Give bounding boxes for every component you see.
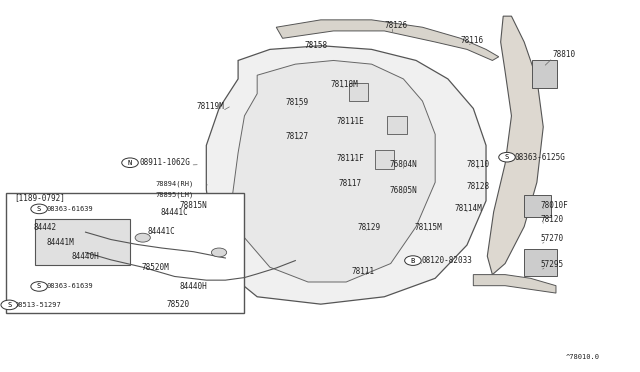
Text: S: S <box>37 283 41 289</box>
Text: 08363-61639: 08363-61639 <box>46 206 93 212</box>
Text: 78810: 78810 <box>553 51 576 60</box>
Circle shape <box>135 233 150 242</box>
Text: [1189-0792]: [1189-0792] <box>14 193 65 202</box>
Text: 78114M: 78114M <box>454 204 482 214</box>
Text: 78010F: 78010F <box>540 201 568 210</box>
Text: 08911-1062G: 08911-1062G <box>140 158 191 167</box>
Polygon shape <box>232 61 435 282</box>
Polygon shape <box>532 61 557 88</box>
Text: 78895(LH): 78895(LH) <box>156 192 194 199</box>
Polygon shape <box>487 16 543 275</box>
Text: S: S <box>37 206 41 212</box>
Text: 76804N: 76804N <box>389 160 417 169</box>
Text: 78126: 78126 <box>384 21 408 30</box>
Text: 78118M: 78118M <box>330 80 358 89</box>
Text: 08513-51297: 08513-51297 <box>14 302 61 308</box>
Text: S: S <box>505 154 509 160</box>
Text: 57270: 57270 <box>540 234 563 243</box>
Text: 78111E: 78111E <box>337 117 364 126</box>
Circle shape <box>499 153 515 162</box>
Circle shape <box>404 256 421 265</box>
Circle shape <box>31 282 47 291</box>
Text: 78158: 78158 <box>305 41 328 50</box>
Text: B: B <box>411 257 415 264</box>
Text: 78110: 78110 <box>467 160 490 169</box>
Text: 08363-6125G: 08363-6125G <box>515 153 566 162</box>
Text: 78129: 78129 <box>358 223 381 232</box>
Text: 78815N: 78815N <box>180 201 207 210</box>
Text: 78119M: 78119M <box>196 102 225 111</box>
Text: 57295: 57295 <box>540 260 563 269</box>
Circle shape <box>211 248 227 257</box>
Text: 78111F: 78111F <box>337 154 364 163</box>
Text: 84440H: 84440H <box>72 252 99 262</box>
Polygon shape <box>35 219 130 265</box>
Text: 84441C: 84441C <box>161 208 188 217</box>
Text: S: S <box>7 302 12 308</box>
Text: 78116: 78116 <box>461 36 484 45</box>
Polygon shape <box>474 275 556 293</box>
Polygon shape <box>206 46 486 304</box>
Text: 78115M: 78115M <box>415 223 443 232</box>
Text: 78128: 78128 <box>467 182 490 191</box>
Text: 78159: 78159 <box>286 99 309 108</box>
Text: 76805N: 76805N <box>389 186 417 195</box>
Text: 78127: 78127 <box>286 132 309 141</box>
Text: 84441M: 84441M <box>46 238 74 247</box>
Polygon shape <box>387 116 406 134</box>
Bar <box>6 193 244 313</box>
Text: 08363-61639: 08363-61639 <box>46 283 93 289</box>
Text: 84441C: 84441C <box>148 227 175 235</box>
Circle shape <box>31 204 47 214</box>
Polygon shape <box>375 150 394 169</box>
Text: N: N <box>128 160 132 166</box>
Circle shape <box>122 158 138 167</box>
Text: ^78010.0: ^78010.0 <box>566 353 600 360</box>
Text: 08120-82033: 08120-82033 <box>421 256 472 265</box>
Polygon shape <box>524 249 557 276</box>
Circle shape <box>1 300 17 310</box>
Text: 78117: 78117 <box>339 179 362 187</box>
Text: 78894(RH): 78894(RH) <box>156 181 194 187</box>
Text: 84440H: 84440H <box>180 282 207 291</box>
Text: 78111: 78111 <box>351 267 374 276</box>
Polygon shape <box>524 195 551 217</box>
Text: 78120: 78120 <box>540 215 563 224</box>
Text: 78520: 78520 <box>167 300 190 310</box>
Polygon shape <box>349 83 369 101</box>
Text: 78520M: 78520M <box>141 263 169 272</box>
Text: 84442: 84442 <box>33 223 56 232</box>
Polygon shape <box>276 20 499 61</box>
